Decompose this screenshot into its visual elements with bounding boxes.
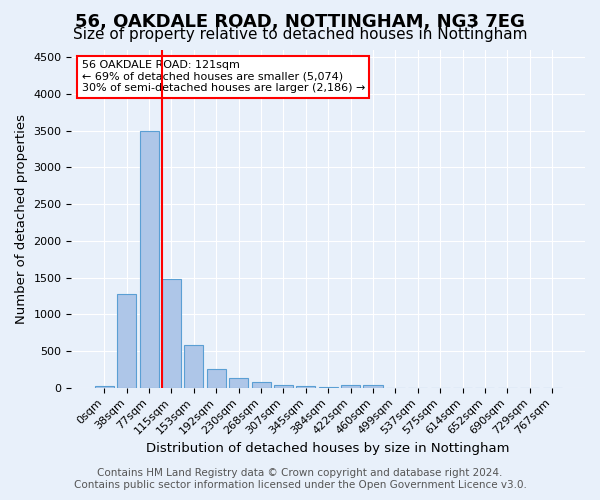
Bar [296, 386, 316, 388]
X-axis label: Distribution of detached houses by size in Nottingham: Distribution of detached houses by size … [146, 442, 510, 455]
Bar [364, 385, 383, 388]
Text: Size of property relative to detached houses in Nottingham: Size of property relative to detached ho… [73, 28, 527, 42]
Bar [95, 386, 114, 388]
Bar [117, 294, 136, 388]
Bar [251, 382, 271, 388]
Bar [319, 386, 338, 388]
Bar [162, 279, 181, 388]
Bar [140, 131, 158, 388]
Bar [229, 378, 248, 388]
Bar [184, 345, 203, 388]
Text: 56, OAKDALE ROAD, NOTTINGHAM, NG3 7EG: 56, OAKDALE ROAD, NOTTINGHAM, NG3 7EG [75, 12, 525, 30]
Bar [207, 370, 226, 388]
Y-axis label: Number of detached properties: Number of detached properties [15, 114, 28, 324]
Text: Contains HM Land Registry data © Crown copyright and database right 2024.
Contai: Contains HM Land Registry data © Crown c… [74, 468, 526, 490]
Bar [274, 385, 293, 388]
Bar [341, 385, 360, 388]
Text: 56 OAKDALE ROAD: 121sqm
← 69% of detached houses are smaller (5,074)
30% of semi: 56 OAKDALE ROAD: 121sqm ← 69% of detache… [82, 60, 365, 94]
